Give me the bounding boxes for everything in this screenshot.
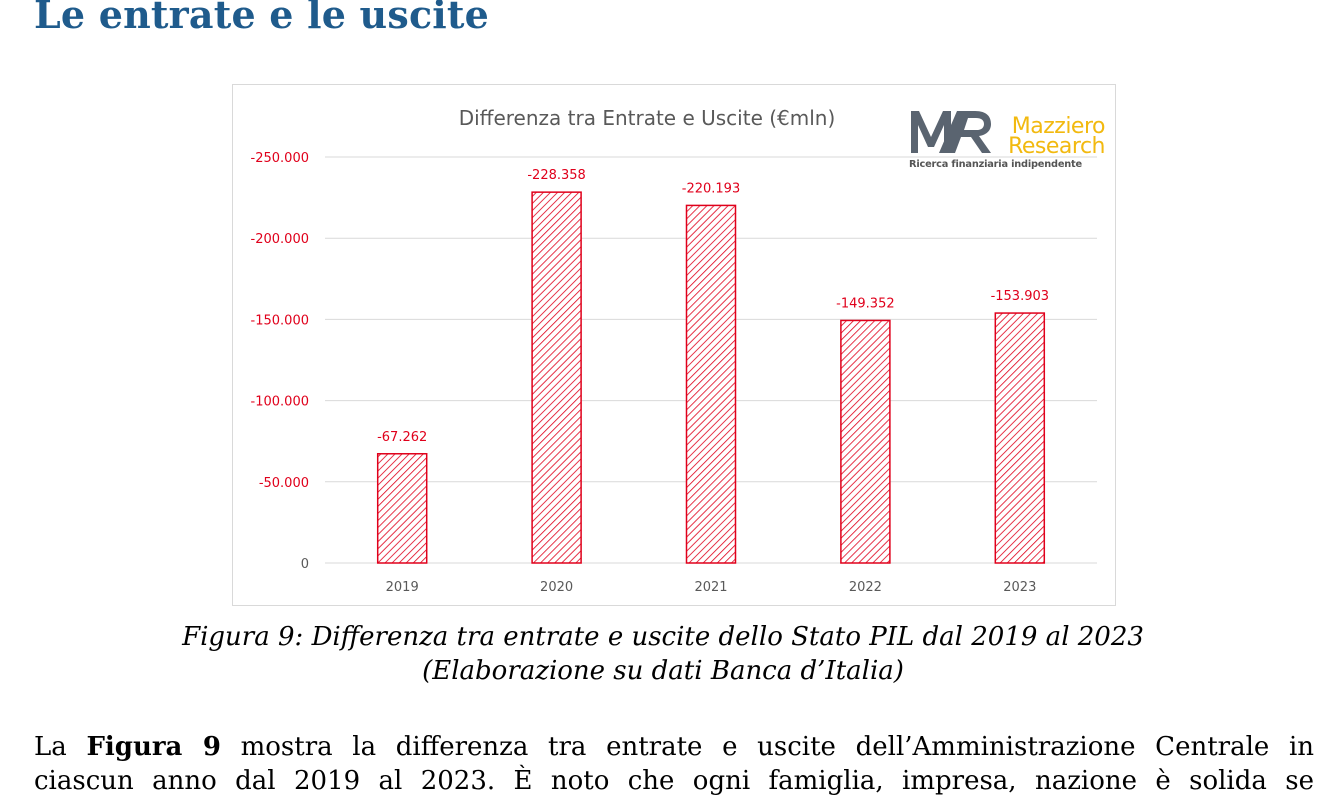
- figure-reference: Figura 9: [86, 732, 221, 762]
- x-tick-label: 2022: [849, 580, 882, 595]
- mazziero-research-logo: Mazziero Research Ricerca finanziaria in…: [909, 105, 1107, 175]
- data-label: -228.358: [527, 168, 585, 183]
- x-tick-label: 2019: [386, 580, 419, 595]
- data-label: -67.262: [377, 430, 427, 445]
- paragraph-line-1: La Figura 9 mostra la differenza tra ent…: [34, 730, 1314, 764]
- y-axis-ticks: 0 -50.000 -100.000 -150.000 -200.000 -250.000: [251, 151, 309, 572]
- body-paragraph: La Figura 9 mostra la differenza tra ent…: [34, 730, 1314, 798]
- y-tick-label: -200.000: [251, 232, 309, 247]
- x-tick-label: 2021: [694, 580, 727, 595]
- y-tick-label: -100.000: [251, 395, 309, 410]
- logo-tagline: Ricerca finanziaria indipendente: [909, 159, 1082, 170]
- paragraph-prefix: La: [34, 732, 87, 762]
- y-tick-label: 0: [301, 557, 309, 572]
- x-axis-ticks: 2019 2020 2021 2022 2023: [386, 580, 1037, 595]
- chart-bars: [376, 191, 1046, 564]
- data-label: -220.193: [682, 181, 740, 196]
- bar-chart: Differenza tra Entrate e Uscite (€mln) 0…: [232, 84, 1116, 606]
- chart-canvas: Differenza tra Entrate e Uscite (€mln) 0…: [251, 106, 1097, 595]
- bar: [376, 453, 428, 564]
- paragraph-line-2: ciascun anno dal 2019 al 2023. È noto ch…: [34, 766, 1314, 796]
- bar: [994, 312, 1046, 564]
- caption-line-1: Figura 9: Differenza tra entrate e uscit…: [182, 622, 1144, 652]
- y-tick-label: -50.000: [259, 476, 309, 491]
- bar: [685, 204, 737, 564]
- mr-logo-icon: [911, 111, 991, 153]
- figure-caption: Figura 9: Differenza tra entrate e uscit…: [0, 620, 1326, 688]
- bar: [531, 191, 582, 564]
- data-labels: -67.262 -228.358 -220.193 -149.352 -153.903: [377, 168, 1049, 445]
- caption-line-2: (Elaborazione su dati Banca d’Italia): [422, 656, 904, 686]
- section-heading: Le entrate e le uscite: [34, 0, 490, 37]
- data-label: -153.903: [991, 289, 1049, 304]
- bar: [840, 319, 891, 564]
- data-label: -149.352: [836, 296, 894, 311]
- paragraph-line-1-text: mostra la differenza tra entrate e uscit…: [220, 732, 1315, 762]
- y-tick-label: -250.000: [251, 151, 309, 166]
- chart-title: Differenza tra Entrate e Uscite (€mln): [459, 106, 836, 130]
- logo-name-line1: Mazziero: [1011, 114, 1106, 139]
- logo-name: Mazziero Research: [991, 114, 1106, 159]
- y-tick-label: -150.000: [251, 313, 309, 328]
- x-tick-label: 2020: [540, 580, 573, 595]
- logo-name-line2: Research: [1008, 134, 1105, 159]
- x-tick-label: 2023: [1003, 580, 1036, 595]
